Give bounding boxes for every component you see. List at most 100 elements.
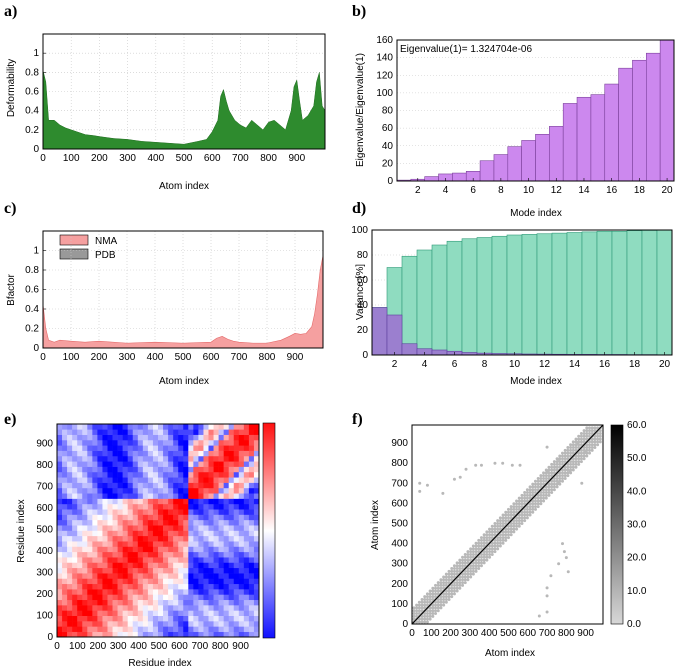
heatmap-cell (87, 450, 93, 457)
contact-point (463, 572, 467, 576)
heatmap-cell (152, 503, 159, 510)
heatmap-cell (173, 535, 179, 542)
heatmap-cell (127, 546, 134, 553)
heatmap-cell (178, 578, 184, 585)
heatmap-cell (163, 610, 169, 616)
heatmap-cell (243, 594, 250, 601)
contact-point (506, 513, 510, 517)
heatmap-cell (213, 621, 219, 627)
heatmap-cell (248, 519, 255, 526)
heatmap-cell (122, 525, 128, 531)
contact-point (557, 562, 561, 566)
contact-point (579, 443, 583, 447)
heatmap-cell (198, 455, 204, 462)
contact-point (434, 609, 438, 613)
heatmap-cell (213, 487, 219, 494)
heatmap-cell (243, 455, 250, 462)
contact-point (434, 592, 438, 596)
heatmap-cell (132, 445, 139, 451)
heatmap-cell (57, 498, 63, 505)
contact-point (533, 491, 537, 495)
contact-point (585, 446, 589, 450)
heatmap-cell (198, 461, 204, 467)
contact-point (590, 443, 594, 447)
heatmap-cell (127, 631, 134, 637)
heatmap-cell (137, 615, 144, 622)
heatmap-cell (238, 626, 245, 632)
heatmap-cell (127, 573, 134, 579)
contact-point (533, 507, 537, 511)
contact-point (477, 567, 481, 571)
heatmap-cell (188, 562, 194, 569)
heatmap-cell (57, 594, 63, 601)
contact-point (501, 516, 505, 520)
heatmap-cell (243, 466, 250, 473)
heatmap-cell (67, 487, 73, 494)
heatmap-cell (233, 631, 240, 637)
contact-point (582, 431, 586, 435)
contact-point (579, 440, 583, 444)
heatmap-cell (147, 509, 154, 515)
heatmap-cell (253, 594, 259, 601)
heatmap-cell (142, 445, 149, 451)
heatmap-cell (213, 583, 219, 590)
heatmap-cell (218, 477, 224, 483)
heatmap-cell (253, 445, 259, 451)
heatmap-cell (117, 557, 123, 563)
contact-point (412, 612, 416, 616)
heatmap-cell (127, 471, 134, 478)
heatmap-cell (193, 450, 199, 457)
colorbar-tick-label: 10.0 (627, 586, 647, 597)
contact-point (488, 547, 492, 551)
contact-point (463, 569, 467, 573)
heatmap-cell (107, 439, 113, 446)
heatmap-cell (152, 461, 159, 467)
heatmap-cell (137, 551, 144, 558)
heatmap-cell (147, 583, 154, 590)
contact-point (593, 429, 597, 433)
y-tick-label: 300 (391, 559, 408, 570)
heatmap-cell (72, 567, 78, 574)
contact-point (552, 460, 556, 464)
heatmap-cell (193, 631, 199, 637)
heatmap-cell (147, 455, 154, 462)
contact-point (469, 569, 473, 573)
heatmap-cell (137, 445, 144, 451)
heatmap-cell (112, 599, 118, 606)
contact-point (539, 502, 543, 506)
heatmap-cell (92, 503, 98, 510)
heatmap-cell (127, 567, 134, 574)
contact-point (523, 513, 527, 517)
heatmap-cell (208, 493, 214, 499)
heatmap-cell (213, 530, 219, 537)
heatmap-cell (218, 514, 224, 521)
heatmap-cell (213, 551, 219, 558)
heatmap-cell (72, 461, 78, 467)
heatmap-cell (248, 541, 255, 547)
y-tick-label: 0.2 (25, 324, 39, 335)
heatmap-cell (62, 519, 68, 526)
heatmap-cell (97, 567, 103, 574)
contact-point (504, 521, 508, 525)
heatmap-cell (62, 610, 68, 616)
heatmap-cell (178, 509, 184, 515)
heatmap-cell (163, 471, 169, 478)
contact-point (501, 461, 505, 465)
heatmap-cell (183, 461, 189, 467)
heatmap-cell (142, 541, 149, 547)
heatmap-cell (188, 434, 194, 441)
heatmap-cell (87, 498, 93, 505)
heatmap-cell (203, 589, 209, 595)
contact-point (555, 485, 559, 489)
heatmap-cell (97, 455, 103, 462)
contact-point (544, 476, 548, 480)
contact-point (450, 586, 454, 590)
x-tick-label: 500 (500, 628, 517, 639)
heatmap-cell (127, 551, 134, 558)
heatmap-cell (142, 525, 149, 531)
heatmap-cell (142, 573, 149, 579)
heatmap-cell (122, 455, 128, 462)
heatmap-cell (127, 514, 134, 521)
heatmap-cell (238, 514, 245, 521)
contact-point (482, 561, 486, 565)
